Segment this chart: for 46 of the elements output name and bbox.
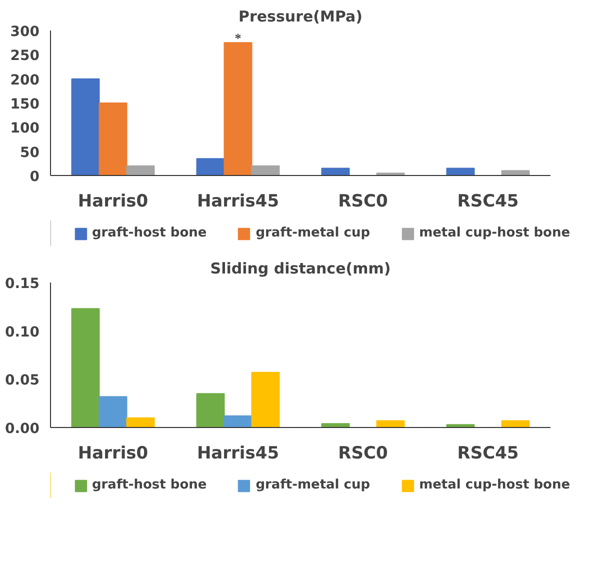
x-tick-label: RSC45 <box>457 192 519 212</box>
bar <box>126 417 155 428</box>
bar <box>196 158 225 176</box>
y-tick-label: 50 <box>20 144 40 161</box>
bar <box>376 420 405 428</box>
y-tick-label: 300 <box>10 24 40 40</box>
legend-label: graft-host bone <box>92 478 207 492</box>
y-tick-label: 200 <box>10 72 40 88</box>
x-tick-label: Harris45 <box>196 444 280 464</box>
bar <box>196 393 225 428</box>
bar <box>446 168 475 176</box>
x-tick-label: RSC45 <box>457 444 519 464</box>
x-tick-label: RSC0 <box>338 192 388 212</box>
bar <box>251 165 280 176</box>
x-tick-label: Harris45 <box>196 192 280 212</box>
x-tick-label: RSC0 <box>338 444 388 464</box>
annotation: * <box>234 30 242 46</box>
bar <box>224 415 252 428</box>
x-tick-label: Harris0 <box>78 192 148 212</box>
bar <box>98 396 128 428</box>
legend-label: metal cup-host bone <box>419 478 570 492</box>
bar <box>98 102 128 176</box>
y-tick-label: 150 <box>10 96 40 112</box>
chart-title: Sliding distance(mm) <box>210 260 391 278</box>
bar <box>501 170 530 176</box>
bar <box>71 78 100 176</box>
y-tick-label: 250 <box>10 48 40 64</box>
x-tick-label: Harris0 <box>78 444 148 464</box>
chart-title: Pressure(MPa) <box>238 8 363 26</box>
y-tick-label: 100 <box>10 120 40 137</box>
y-tick-label: 0.05 <box>4 372 40 389</box>
y-tick-label: 0.10 <box>4 324 40 340</box>
bar <box>321 168 350 176</box>
legend-label: metal cup-host bone <box>419 226 570 240</box>
legend-label: graft-host bone <box>92 226 207 240</box>
bar <box>321 423 350 428</box>
bar <box>251 372 280 428</box>
legend-label: graft-metal cup <box>256 478 370 492</box>
y-tick-label: 0.00 <box>4 421 40 437</box>
bar <box>501 420 530 428</box>
bar <box>224 42 252 176</box>
y-tick-label: 0 <box>30 169 40 185</box>
bar <box>71 308 100 428</box>
y-tick-label: 0.15 <box>4 276 40 292</box>
legend-label: graft-metal cup <box>256 226 370 240</box>
bar <box>126 165 155 176</box>
